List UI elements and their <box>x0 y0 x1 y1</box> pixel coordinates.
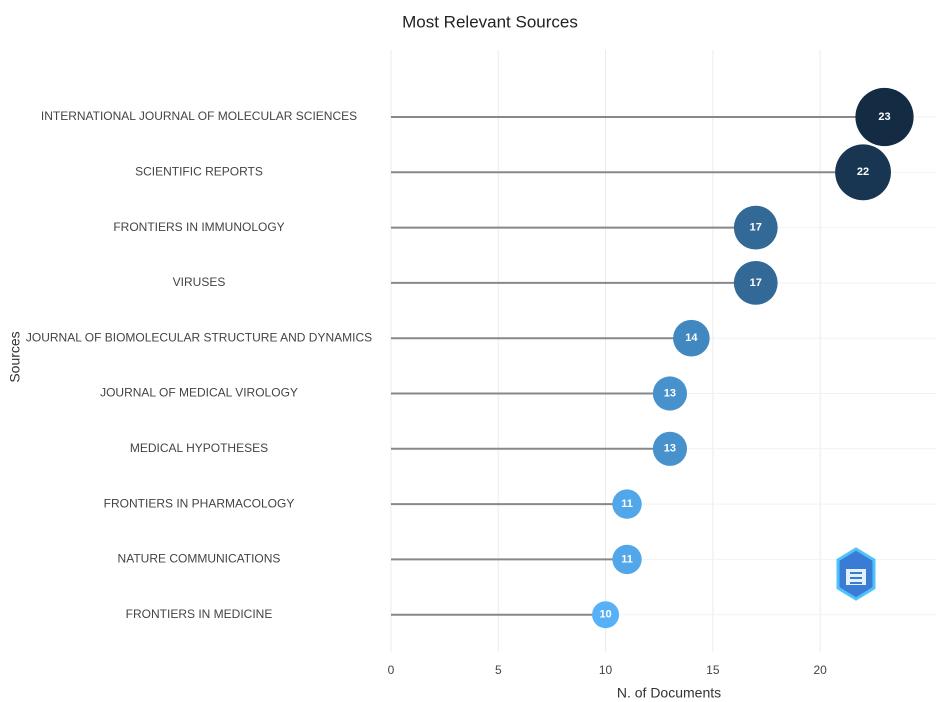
y-tick-label: MEDICAL HYPOTHESES <box>130 441 268 455</box>
bubble <box>673 319 710 357</box>
bubble <box>592 601 620 629</box>
data-label: 14 <box>685 332 698 344</box>
data-label: 11 <box>621 498 633 510</box>
x-tick-label: 10 <box>599 663 613 677</box>
data-label: 13 <box>664 387 676 399</box>
data-label: 13 <box>664 443 676 455</box>
logo <box>836 547 876 601</box>
y-tick-label: FRONTIERS IN MEDICINE <box>126 607 273 621</box>
bubble <box>652 376 688 411</box>
bubble <box>733 205 778 250</box>
data-label: 17 <box>750 277 762 289</box>
bubble <box>612 489 642 519</box>
x-tick-label: 5 <box>495 663 502 677</box>
y-tick-label: VIRUSES <box>173 275 226 289</box>
data-label: 10 <box>599 609 611 621</box>
y-tick-label: FRONTIERS IN IMMUNOLOGY <box>113 220 284 234</box>
data-label: 23 <box>878 111 890 123</box>
x-tick-label: 20 <box>813 663 827 677</box>
y-axis-label: Sources <box>7 331 23 382</box>
bubble <box>733 261 778 305</box>
y-tick-label: JOURNAL OF MEDICAL VIROLOGY <box>100 386 298 400</box>
y-tick-label: FRONTIERS IN PHARMACOLOGY <box>104 496 295 510</box>
data-label: 17 <box>750 222 762 234</box>
x-axis-label: N. of Documents <box>617 685 721 701</box>
data-label: 22 <box>857 166 869 178</box>
bubble <box>855 87 914 147</box>
bubble <box>652 431 688 466</box>
y-tick-label: SCIENTIFIC REPORTS <box>135 164 263 178</box>
bubble <box>835 144 891 201</box>
y-tick-label: INTERNATIONAL JOURNAL OF MOLECULAR SCIEN… <box>41 109 357 123</box>
chart-title: Most Relevant Sources <box>402 12 578 31</box>
y-tick-label: NATURE COMMUNICATIONS <box>118 552 281 566</box>
bubble <box>612 544 642 575</box>
y-tick-label: JOURNAL OF BIOMOLECULAR STRUCTURE AND DY… <box>26 330 372 344</box>
data-label: 11 <box>621 553 633 565</box>
x-tick-label: 15 <box>706 663 720 677</box>
x-tick-label: 0 <box>388 663 395 677</box>
